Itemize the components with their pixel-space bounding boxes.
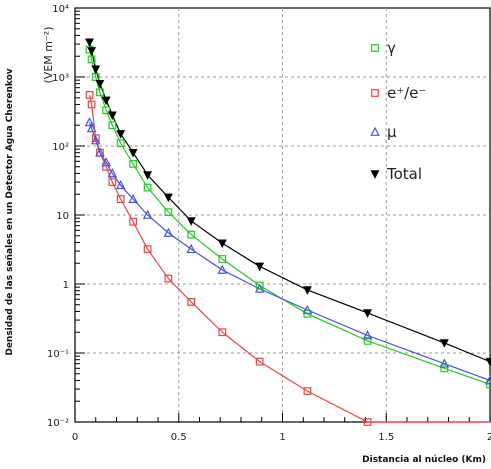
data-point: [302, 304, 313, 314]
data-point: [107, 111, 117, 121]
data-point: [362, 330, 373, 340]
data-point: [102, 162, 111, 171]
data-point: [101, 96, 111, 106]
data-point: [87, 47, 97, 56]
y-tick-label: 10⁻¹: [47, 349, 69, 360]
data-point: [95, 147, 105, 157]
y-tick-label: 10⁴: [52, 4, 69, 15]
data-point: [84, 117, 95, 127]
data-point: [163, 193, 173, 203]
y-tick-label: 10: [56, 211, 69, 222]
data-point: [485, 357, 491, 367]
data-point: [217, 239, 227, 249]
data-point: [128, 193, 138, 203]
data-point: [143, 171, 153, 180]
series-line: [88, 49, 491, 386]
data-point: [163, 227, 174, 237]
data-point: [129, 160, 138, 168]
data-point: [143, 245, 152, 254]
data-point: [107, 168, 118, 178]
data-point: [128, 148, 138, 158]
tick-labels: 0 0.5 1 1.5 2 10⁻² 10⁻¹ 1 10 10² 10³ 10⁴: [47, 4, 491, 443]
legend-marker: [371, 89, 379, 97]
data-point: [116, 195, 125, 203]
data-point: [116, 139, 125, 148]
y-axis-unit: (VEM m⁻²): [42, 27, 55, 84]
data-point: [486, 380, 491, 389]
data-point: [303, 387, 312, 396]
data-point: [218, 328, 227, 337]
legend: γ e⁺/e⁻ μ Total: [370, 39, 426, 183]
data-point: [86, 123, 97, 133]
data-point: [187, 298, 196, 306]
y-tick-label: 10²: [52, 142, 69, 153]
data-point: [115, 179, 126, 190]
x-tick-label: 1.5: [378, 432, 394, 443]
legend-label: γ: [387, 39, 396, 57]
data-point: [108, 178, 117, 186]
data-point: [85, 38, 94, 48]
data-point: [363, 336, 372, 345]
y-tick-label: 1: [63, 280, 69, 291]
data-point: [187, 230, 196, 239]
data-point: [302, 286, 312, 295]
data-point: [85, 91, 94, 99]
data-point: [186, 217, 196, 226]
data-point: [164, 208, 173, 217]
data-point: [440, 364, 449, 373]
data-point: [116, 130, 126, 139]
legend-marker: [370, 126, 380, 136]
grid: [75, 8, 490, 422]
x-axis-title: Distancia al núcleo (Km): [362, 455, 486, 465]
data-point: [218, 255, 227, 263]
legend-label: μ: [387, 123, 397, 141]
legend-marker: [371, 44, 379, 52]
data-point: [142, 209, 153, 219]
data-point: [255, 357, 264, 366]
data-point: [129, 217, 138, 226]
data-point: [95, 79, 105, 89]
series-markers: [84, 38, 491, 426]
data-point: [186, 243, 196, 254]
series-line: [88, 122, 491, 382]
data-point: [255, 262, 265, 272]
data-point: [95, 88, 104, 97]
y-tick-label: 10³: [52, 73, 69, 84]
data-point: [90, 135, 101, 145]
data-point: [363, 309, 373, 318]
x-tick-label: 0.5: [171, 432, 187, 443]
data-point: [108, 121, 117, 130]
legend-marker: [370, 170, 380, 179]
data-point: [217, 264, 228, 274]
axis-ticks: [74, 7, 491, 423]
data-point: [363, 418, 372, 426]
x-tick-label: 1: [279, 432, 285, 443]
data-point: [255, 281, 264, 290]
legend-label: e⁺/e⁻: [387, 84, 426, 102]
x-tick-label: 0: [72, 432, 78, 443]
legend-label: Total: [386, 165, 422, 183]
data-point: [87, 100, 96, 109]
data-point: [485, 375, 491, 385]
data-point: [439, 358, 450, 368]
data-point: [254, 283, 265, 293]
y-axis-title: Densidad de las señales en un Detector A…: [5, 68, 15, 355]
data-point: [91, 134, 100, 143]
data-point: [102, 106, 111, 115]
y-tick-label: 10⁻²: [47, 418, 69, 429]
data-point: [91, 65, 101, 75]
data-point: [439, 339, 449, 348]
data-point: [101, 157, 111, 167]
data-point: [143, 183, 152, 192]
data-point: [164, 274, 173, 283]
x-tick-label: 2: [487, 432, 491, 443]
data-point: [87, 55, 96, 64]
